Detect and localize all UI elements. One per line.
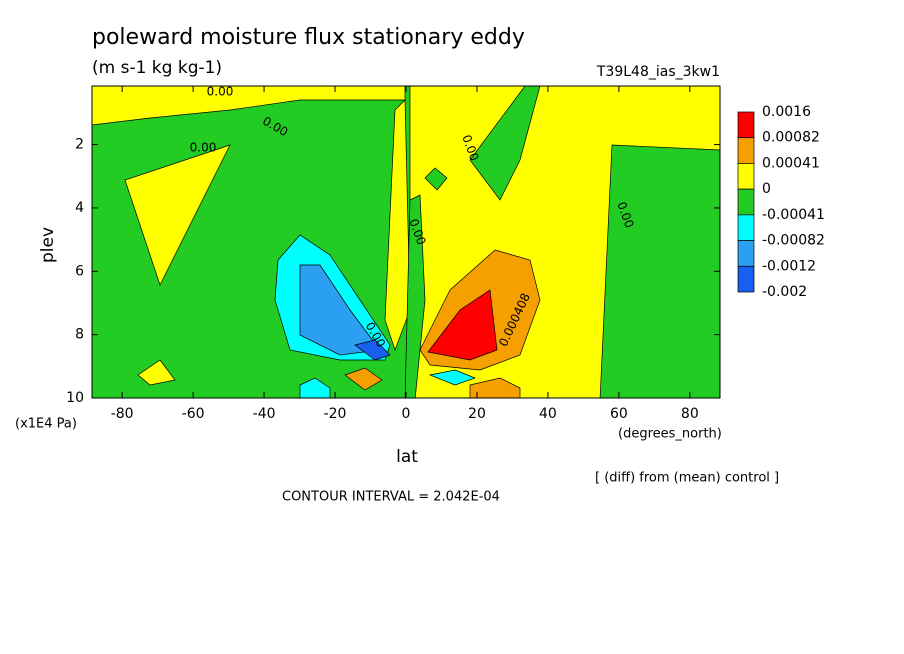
y-tick-label: 4 [75,200,84,216]
colorbar-label: -0.0012 [762,258,816,274]
x-tick-label: -60 [182,406,205,422]
colorbar-box [737,265,755,293]
x-tick-label: 80 [681,406,699,422]
colorbar-label: 0.00041 [762,155,820,171]
contour-region [124,144,231,286]
x-tick-label: -80 [111,406,134,422]
contour-region [428,369,476,386]
x-axis-unit: (degrees_north) [618,427,722,442]
y-tick-label: 8 [75,327,84,343]
chart-subtitle: (m s-1 kg kg-1) [92,58,222,78]
colorbar-label: -0.00082 [762,233,825,249]
contour-region [427,289,498,361]
contour-region [354,339,391,361]
colorbar-label: 0 [762,181,771,197]
colorbar-box [737,240,755,267]
contour-region [384,99,411,352]
note: [ (diff) from (mean) control ] [595,471,779,486]
colorbar-box [737,214,755,241]
x-tick-label: 0 [402,406,411,422]
colorbar-box [737,137,755,164]
x-tick-label: -40 [253,406,276,422]
contour-region [424,167,448,191]
x-axis-label: lat [396,447,418,467]
colorbar-box [737,163,755,190]
x-tick-label: 20 [468,406,486,422]
run-id: T39L48_ias_3kw1 [596,64,720,80]
contour-label: 0.00 [207,85,234,99]
y-tick-label: 6 [75,263,84,279]
x-tick-label: -20 [324,406,347,422]
colorbar-box [737,111,755,139]
contour-region [469,86,541,201]
y-axis-label: plev [38,227,58,263]
contour-label: 0.00 [190,141,217,155]
colorbar-box [737,188,755,216]
colorbar-label: -0.00041 [762,207,825,223]
footer: CONTOUR INTERVAL = 2.042E-04 [282,490,500,505]
colorbar-label: 0.00082 [762,130,820,146]
colorbar-label: -0.002 [762,284,807,300]
x-tick-label: 60 [610,406,628,422]
contour-region [137,359,176,386]
y-tick-label: 2 [75,137,84,153]
contour-region [344,367,383,391]
chart-title: poleward moisture flux stationary eddy [92,25,525,50]
contour-region [92,86,406,126]
y-axis-unit: (x1E4 Pa) [15,417,77,432]
x-tick-label: 40 [539,406,557,422]
colorbar-label: 0.0016 [762,104,811,120]
y-tick-label: 10 [66,390,84,406]
